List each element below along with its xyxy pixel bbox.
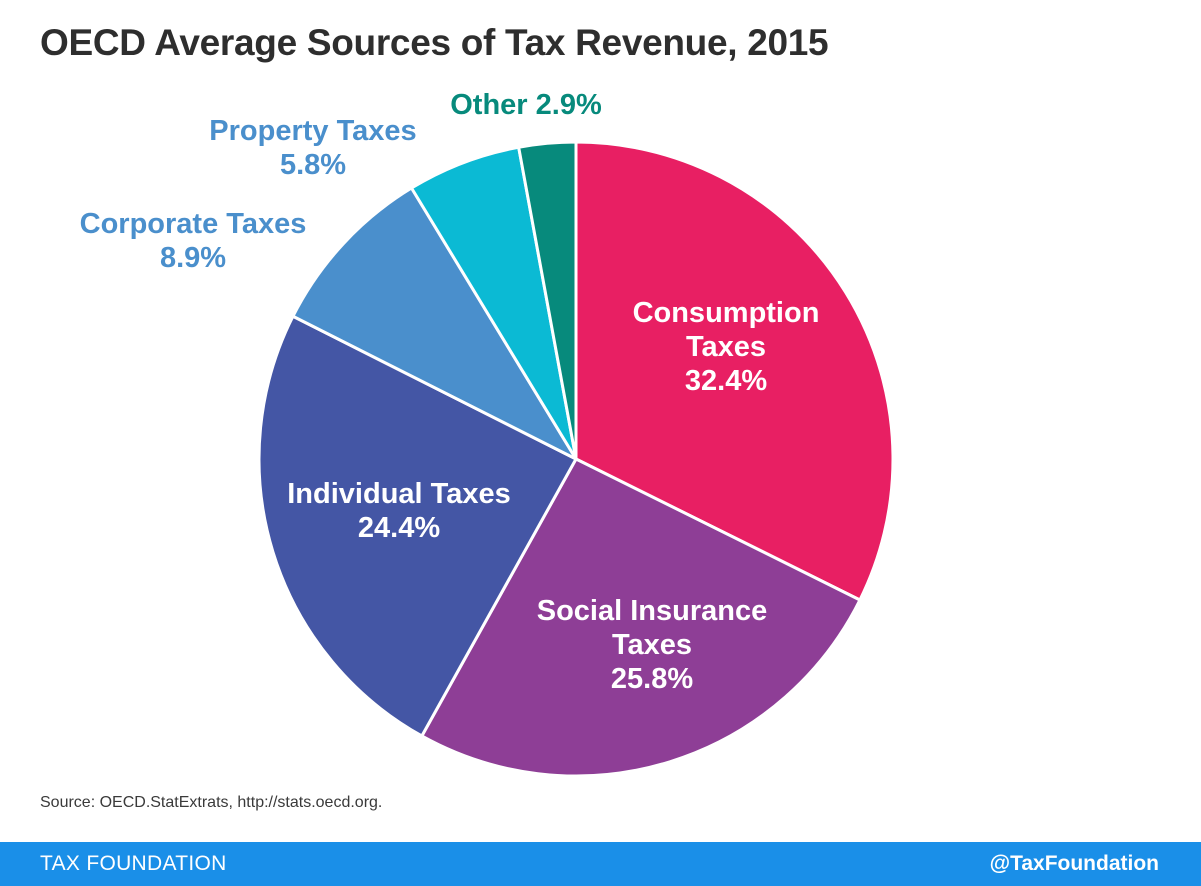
pie-slice-individual-taxes <box>257 314 578 738</box>
label-other: Other 2.9% <box>450 89 602 121</box>
label-individual-taxes: Individual Taxes 24.4% <box>287 478 511 544</box>
pie-slice-social-insurance-taxes <box>420 457 862 778</box>
pie-slice-corporate-taxes <box>291 186 578 461</box>
footer-handle: @TaxFoundation <box>989 852 1159 875</box>
label-property-taxes: Property Taxes 5.8% <box>209 115 417 181</box>
source-note: Source: OECD.StatExtrats, http://stats.o… <box>40 794 383 811</box>
chart-title: OECD Average Sources of Tax Revenue, 201… <box>40 22 829 63</box>
pie-slice-consumption-taxes <box>574 140 895 602</box>
footer-bar: TAX FOUNDATION @TaxFoundation <box>0 842 1201 886</box>
footer-org: TAX FOUNDATION <box>40 852 227 875</box>
label-consumption-taxes: Consumption Taxes 32.4% <box>632 297 820 397</box>
label-social-insurance-taxes: Social Insurance Taxes 25.8% <box>536 595 768 695</box>
pie-slice-other <box>517 140 578 461</box>
pie-chart <box>257 140 895 778</box>
label-corporate-taxes: Corporate Taxes 8.9% <box>79 208 307 274</box>
